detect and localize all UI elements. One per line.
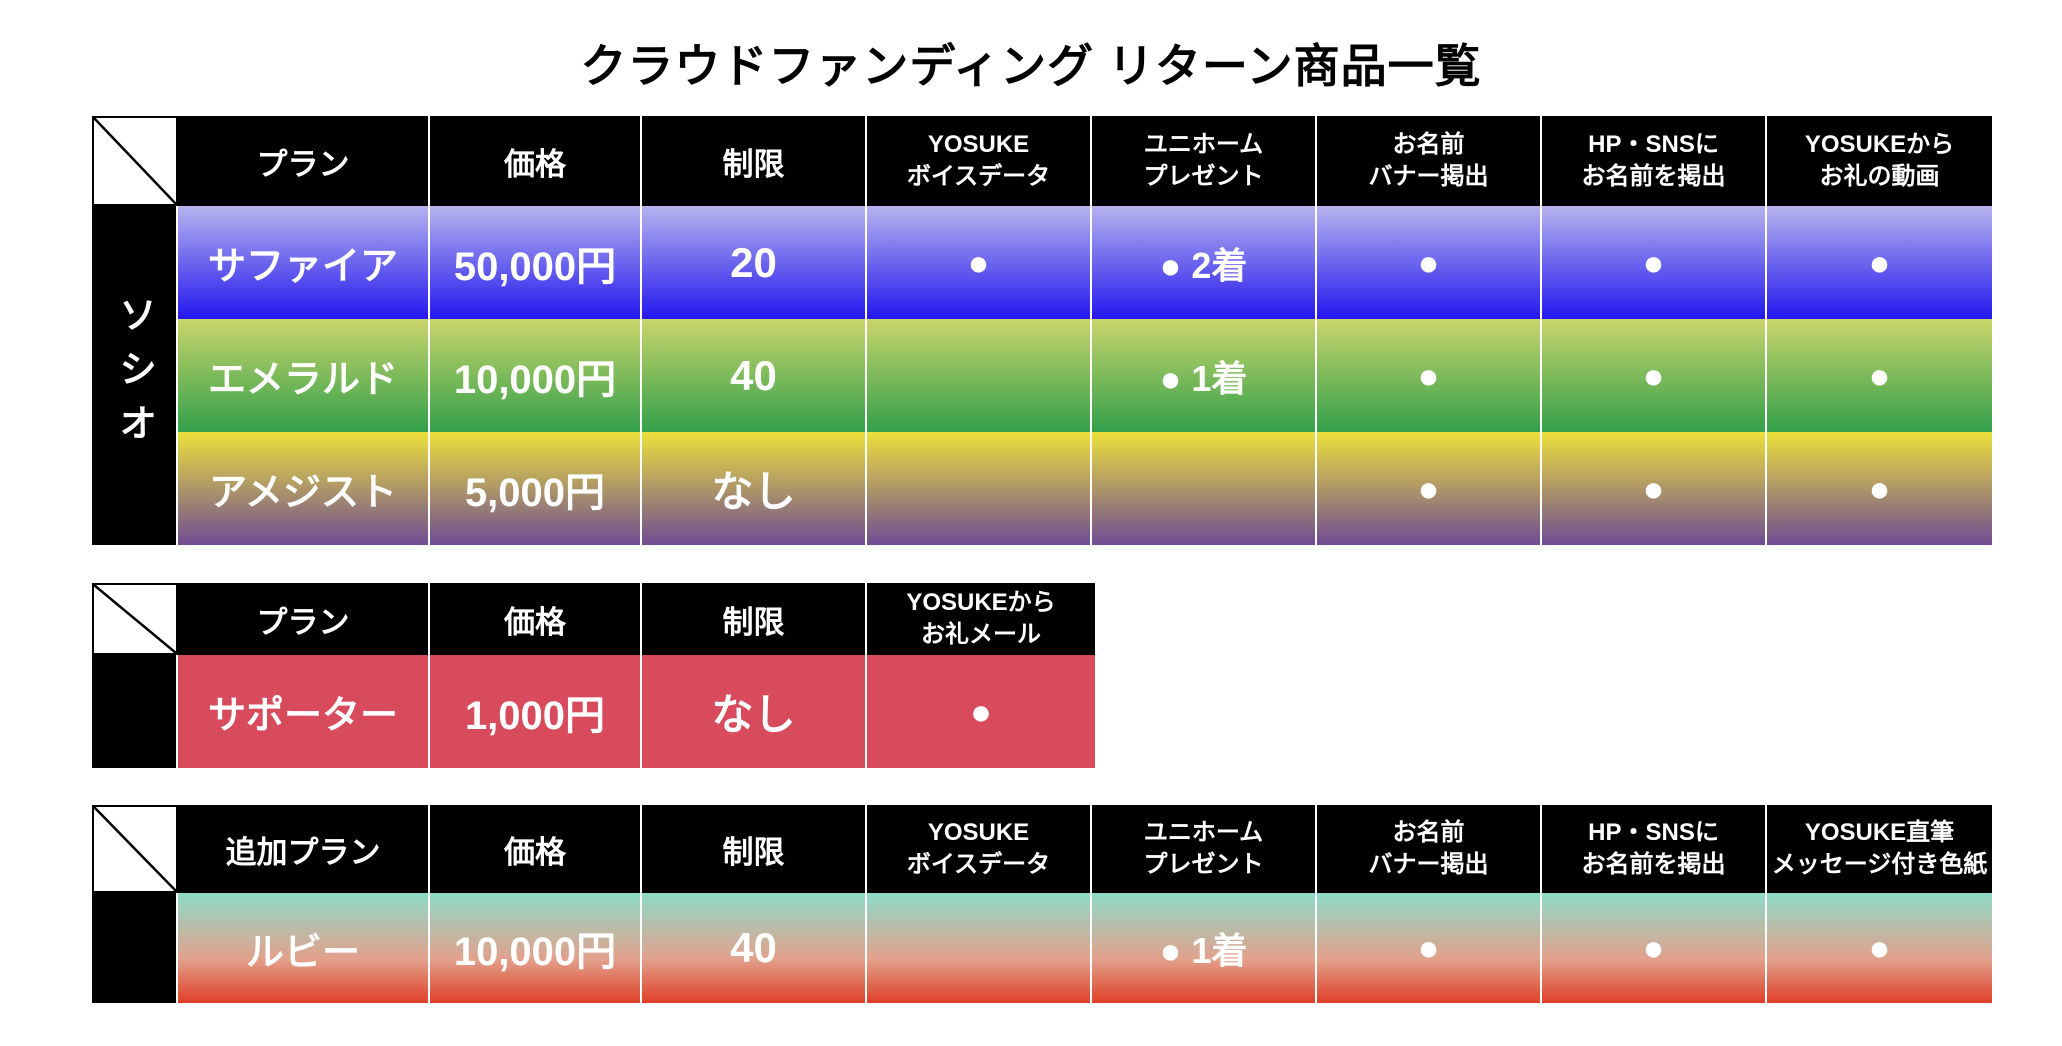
header-plan: プラン [178, 583, 430, 655]
header-name-banner: お名前 バナー掲出 [1317, 805, 1542, 893]
page-title: クラウドファンディング リターン商品一覧 [580, 40, 1482, 92]
value-cell: ● 2着 [1092, 206, 1317, 319]
supporter-table: プラン 価格 制限 YOSUKEから お礼メール サポーター 1,000円 なし… [92, 583, 1095, 768]
plan-name-cell: ルビー [178, 893, 430, 1003]
header-name-banner: お名前 バナー掲出 [1317, 116, 1542, 206]
price-cell: 10,000円 [430, 319, 642, 432]
value-cell: ● [1767, 206, 1992, 319]
value-cell: ● [1317, 319, 1542, 432]
value-cell: ● [1317, 206, 1542, 319]
price-cell: 5,000円 [430, 432, 642, 545]
header-hp-sns-name: HP・SNSに お名前を掲出 [1542, 116, 1767, 206]
limit-cell: 40 [642, 893, 867, 1003]
value-cell [867, 893, 1092, 1003]
header-thanks-video: YOSUKEから お礼の動画 [1767, 116, 1992, 206]
header-signed-message-card: YOSUKE直筆 メッセージ付き色紙 [1767, 805, 1992, 893]
price-cell: 50,000円 [430, 206, 642, 319]
corner-cell [92, 583, 178, 655]
value-cell: ● [867, 655, 1095, 768]
header-limit: 制限 [642, 116, 867, 206]
value-cell [867, 319, 1092, 432]
corner-cell [92, 116, 178, 206]
price-cell: 10,000円 [430, 893, 642, 1003]
plan-name-cell: アメジスト [178, 432, 430, 545]
header-price: 価格 [430, 583, 642, 655]
value-cell: ● [1767, 893, 1992, 1003]
value-cell: ● [1317, 432, 1542, 545]
value-cell: ● 1着 [1092, 319, 1317, 432]
diagonal-line-icon [94, 807, 176, 891]
corner-cell [92, 805, 178, 893]
value-cell: ● [867, 206, 1092, 319]
header-plan: プラン [178, 116, 430, 206]
diagonal-line-icon [94, 585, 176, 653]
limit-cell: 40 [642, 319, 867, 432]
header-limit: 制限 [642, 805, 867, 893]
header-additional-plan: 追加プラン [178, 805, 430, 893]
header-price: 価格 [430, 116, 642, 206]
value-cell: ● [1542, 319, 1767, 432]
diagonal-line-icon [94, 118, 176, 204]
header-uniform-present: ユニホーム プレゼント [1092, 116, 1317, 206]
header-uniform-present: ユニホーム プレゼント [1092, 805, 1317, 893]
header-voice-data: YOSUKE ボイスデータ [867, 805, 1092, 893]
value-cell [867, 432, 1092, 545]
plan-name-cell: サポーター [178, 655, 430, 768]
header-limit: 制限 [642, 583, 867, 655]
limit-cell: なし [642, 432, 867, 545]
value-cell: ● [1317, 893, 1542, 1003]
plan-name-cell: サファイア [178, 206, 430, 319]
plan-name-cell: エメラルド [178, 319, 430, 432]
header-thanks-mail: YOSUKEから お礼メール [867, 583, 1095, 655]
value-cell: ● [1767, 432, 1992, 545]
value-cell: ● [1542, 893, 1767, 1003]
value-cell: ● [1542, 206, 1767, 319]
side-spacer-cell [92, 893, 178, 1003]
limit-cell: 20 [642, 206, 867, 319]
socio-table: プラン 価格 制限 YOSUKE ボイスデータ ユニホーム プレゼント お名前 … [92, 116, 1992, 545]
value-cell: ● [1767, 319, 1992, 432]
limit-cell: なし [642, 655, 867, 768]
side-spacer-cell [92, 655, 178, 768]
price-cell: 1,000円 [430, 655, 642, 768]
header-price: 価格 [430, 805, 642, 893]
value-cell: ● 1着 [1092, 893, 1317, 1003]
header-hp-sns-name: HP・SNSに お名前を掲出 [1542, 805, 1767, 893]
additional-plan-table: 追加プラン 価格 制限 YOSUKE ボイスデータ ユニホーム プレゼント お名… [92, 805, 1992, 1003]
socio-side-cell: ソシオ [92, 206, 178, 545]
value-cell: ● [1542, 432, 1767, 545]
header-voice-data: YOSUKE ボイスデータ [867, 116, 1092, 206]
value-cell [1092, 432, 1317, 545]
socio-side-label: ソシオ [112, 294, 155, 457]
